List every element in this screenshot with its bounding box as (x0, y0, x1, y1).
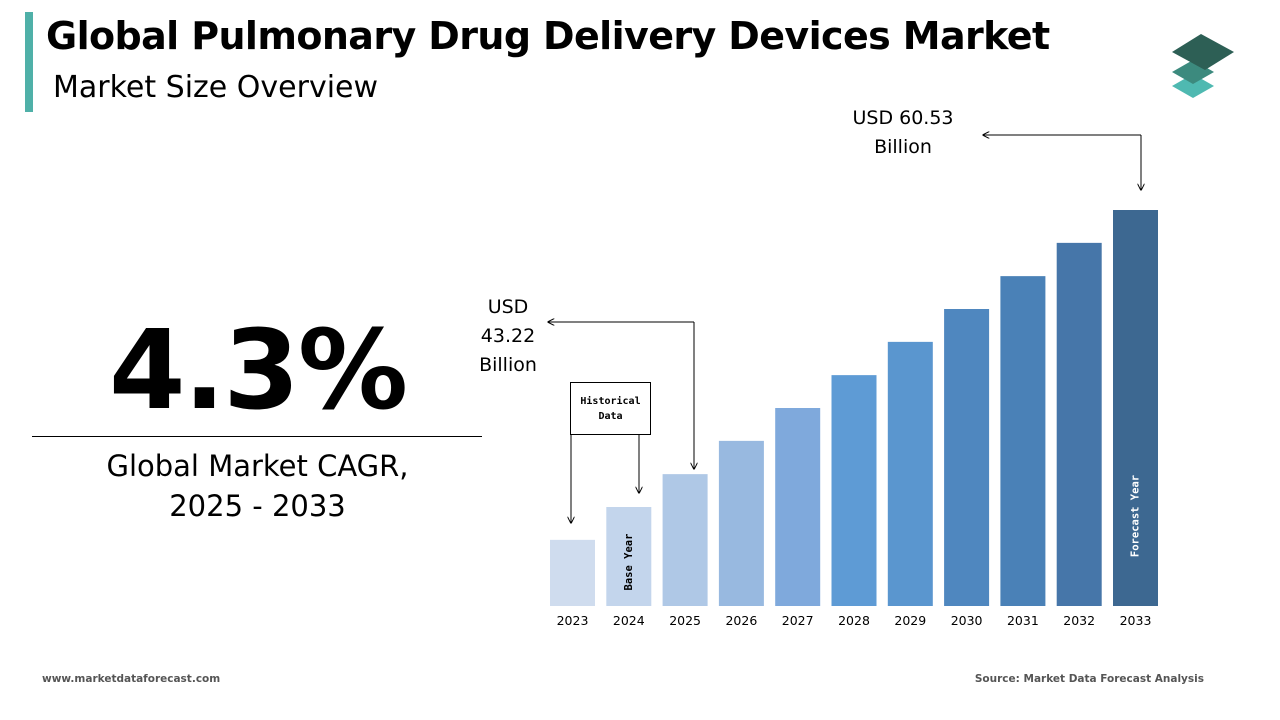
tick-label-2031: 2031 (1007, 613, 1039, 628)
tick-label-2032: 2032 (1063, 613, 1095, 628)
bar-2032 (1057, 243, 1102, 606)
tick-label-2027: 2027 (782, 613, 814, 628)
tick-label-2024: 2024 (613, 613, 645, 628)
bar-2029 (888, 342, 933, 606)
base-year-label: Base Year (623, 534, 635, 591)
bar-2025 (663, 474, 708, 606)
bar-2028 (832, 375, 877, 606)
tick-label-2033: 2033 (1120, 613, 1152, 628)
bar-2031 (1000, 276, 1045, 606)
end-value-callout: USD 60.53 Billion (833, 104, 973, 162)
footer-website: www.marketdataforecast.com (42, 673, 220, 685)
tick-label-2028: 2028 (838, 613, 870, 628)
tick-label-2023: 2023 (557, 613, 589, 628)
bar-2027 (775, 408, 820, 606)
x-axis-tick-labels: 2023 2024 2025 2026 2027 2028 2029 2030 2031 2032… (557, 613, 1152, 628)
footer-source: Source: Market Data Forecast Analysis (975, 673, 1204, 685)
start-value-callout: USD 43.22 Billion (468, 293, 548, 380)
historical-data-box: Historical Data (570, 382, 651, 435)
bar-2030 (944, 309, 989, 606)
bar-2026 (719, 441, 764, 606)
tick-label-2030: 2030 (951, 613, 983, 628)
tick-label-2026: 2026 (725, 613, 757, 628)
forecast-year-label: Forecast Year (1130, 475, 1142, 557)
tick-label-2025: 2025 (669, 613, 701, 628)
bar-2023 (550, 540, 595, 606)
tick-label-2029: 2029 (894, 613, 926, 628)
